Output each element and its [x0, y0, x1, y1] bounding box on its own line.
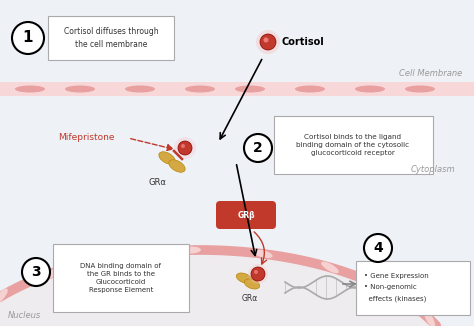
- Text: • Gene Expression: • Gene Expression: [364, 273, 429, 279]
- Circle shape: [264, 37, 268, 42]
- Text: DNA binding domain of
the GR binds to the
Glucocorticoid
Response Element: DNA binding domain of the GR binds to th…: [81, 263, 162, 293]
- FancyBboxPatch shape: [356, 261, 470, 315]
- Text: Nucleus: Nucleus: [8, 311, 41, 320]
- Ellipse shape: [185, 85, 215, 93]
- Text: 3: 3: [31, 265, 41, 279]
- Circle shape: [251, 267, 265, 281]
- Text: Mifepristone: Mifepristone: [58, 134, 115, 142]
- Ellipse shape: [355, 85, 385, 93]
- Ellipse shape: [0, 289, 8, 304]
- Circle shape: [256, 30, 280, 54]
- FancyBboxPatch shape: [53, 244, 189, 312]
- Ellipse shape: [15, 85, 45, 93]
- Text: GRα: GRα: [148, 178, 166, 187]
- Text: • Non-genomic: • Non-genomic: [364, 284, 417, 290]
- Text: effects (kinases): effects (kinases): [364, 295, 427, 302]
- Ellipse shape: [65, 85, 95, 93]
- Text: 4: 4: [373, 241, 383, 255]
- Circle shape: [364, 234, 392, 262]
- Circle shape: [254, 270, 258, 274]
- Circle shape: [174, 137, 196, 159]
- Text: GRβ: GRβ: [237, 211, 255, 219]
- Text: 2: 2: [253, 141, 263, 155]
- Ellipse shape: [235, 85, 265, 93]
- Ellipse shape: [405, 85, 435, 93]
- Ellipse shape: [253, 250, 273, 258]
- Ellipse shape: [169, 160, 185, 172]
- Text: Cytoplasm: Cytoplasm: [410, 165, 455, 174]
- Circle shape: [12, 22, 44, 54]
- Ellipse shape: [110, 252, 129, 261]
- FancyBboxPatch shape: [48, 16, 174, 60]
- FancyBboxPatch shape: [274, 116, 433, 174]
- Ellipse shape: [424, 310, 435, 326]
- Text: Cortisol: Cortisol: [282, 37, 325, 47]
- Ellipse shape: [159, 152, 175, 164]
- FancyBboxPatch shape: [0, 82, 474, 96]
- Text: Cell Membrane: Cell Membrane: [399, 69, 462, 78]
- Ellipse shape: [244, 279, 260, 289]
- Text: Cortisol binds to the ligand
binding domain of the cytosolic
glucocorticoid rece: Cortisol binds to the ligand binding dom…: [296, 134, 410, 156]
- FancyBboxPatch shape: [216, 201, 276, 229]
- Circle shape: [22, 258, 50, 286]
- Ellipse shape: [46, 266, 63, 278]
- Text: GRα: GRα: [242, 294, 258, 303]
- Ellipse shape: [380, 282, 394, 297]
- Text: 1: 1: [23, 31, 33, 46]
- Ellipse shape: [237, 273, 252, 283]
- Circle shape: [260, 34, 276, 50]
- Circle shape: [244, 134, 272, 162]
- Circle shape: [181, 144, 185, 148]
- Polygon shape: [0, 256, 451, 326]
- Ellipse shape: [125, 85, 155, 93]
- Circle shape: [248, 264, 268, 284]
- Circle shape: [178, 141, 192, 155]
- Ellipse shape: [295, 85, 325, 93]
- Ellipse shape: [321, 261, 339, 273]
- Ellipse shape: [181, 246, 201, 254]
- Text: Cortisol diffuses through
the cell membrane: Cortisol diffuses through the cell membr…: [64, 27, 158, 49]
